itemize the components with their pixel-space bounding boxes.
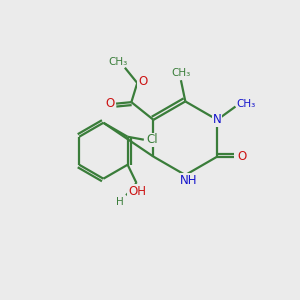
Text: N: N [213, 113, 222, 126]
Text: O: O [105, 97, 114, 110]
Text: O: O [138, 75, 147, 88]
Text: H: H [116, 197, 124, 207]
Text: OH: OH [128, 185, 146, 198]
Text: CH₃: CH₃ [171, 68, 190, 78]
Text: NH: NH [180, 174, 198, 187]
Text: Cl: Cl [147, 133, 158, 146]
Text: O: O [237, 150, 247, 163]
Text: CH₃: CH₃ [109, 57, 128, 67]
Text: CH₃: CH₃ [236, 99, 255, 109]
